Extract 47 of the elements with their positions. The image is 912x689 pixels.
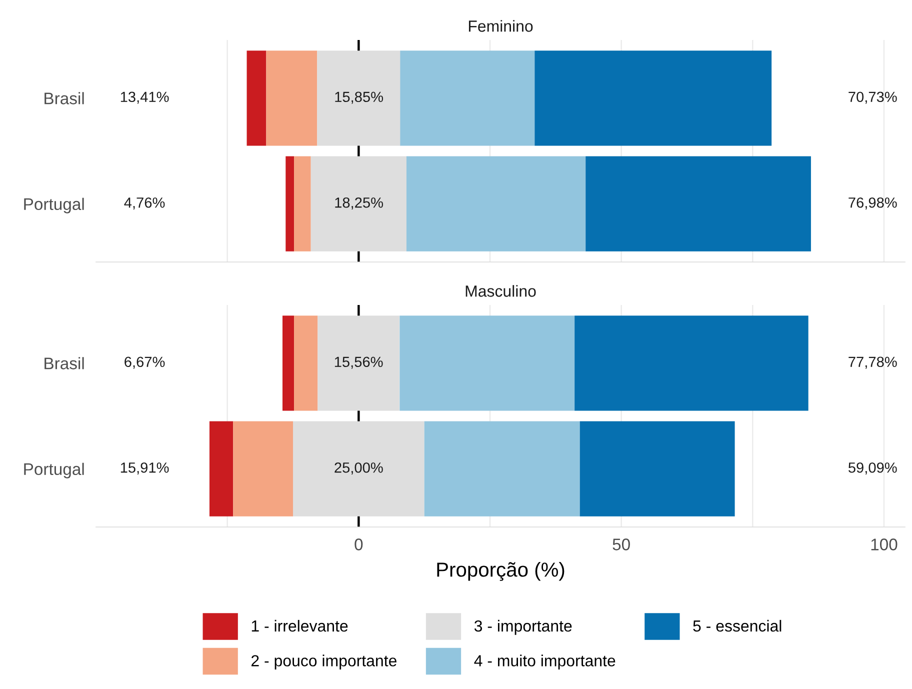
data-label: 15,56% (334, 356, 383, 369)
annotation: 76,98% (848, 197, 897, 210)
bar (294, 316, 318, 411)
annotation: 59,09% (848, 462, 897, 474)
bar (318, 316, 400, 411)
y-tick-label: Brasil (44, 357, 84, 370)
bar (400, 50, 535, 146)
bar (406, 156, 586, 252)
bar (246, 50, 266, 146)
bar (233, 421, 293, 516)
annotation: 6,67% (124, 356, 165, 369)
bar (292, 421, 424, 516)
x-tick-label: 50 (612, 538, 630, 550)
x-tick-label: 0 (354, 538, 363, 550)
legend-label: 5 - essencial (693, 620, 782, 632)
x-tick-label: 100 (871, 538, 898, 550)
bar (310, 156, 407, 252)
chart-title: Feminino (468, 20, 533, 32)
legend-label: 2 - pouco importante (251, 654, 396, 670)
legend-label: 3 - importante (474, 620, 572, 635)
bar (294, 156, 311, 252)
data-label: 18,25% (335, 197, 384, 210)
bar (286, 156, 294, 252)
y-tick-label: Portugal (24, 198, 84, 214)
legend-label: 1 - irrelevante (252, 620, 348, 632)
bar (574, 316, 808, 411)
annotation: 70,73% (848, 92, 897, 104)
bar (580, 421, 735, 516)
bar (317, 50, 400, 146)
annotation: 77,78% (848, 356, 897, 369)
annotation: 13,41% (120, 92, 169, 104)
y-tick-label: Brasil (44, 92, 84, 104)
x-axis-title: Proporção (%) (437, 562, 564, 581)
bar (400, 316, 575, 411)
bar (266, 50, 318, 146)
bar (424, 421, 580, 516)
data-label: 15,85% (335, 92, 384, 104)
bar (586, 156, 811, 252)
annotation: 15,91% (120, 462, 169, 474)
y-tick-label: Portugal (24, 462, 84, 478)
data-label: 25,00% (334, 462, 383, 474)
bar (282, 316, 294, 411)
annotation: 4,76% (124, 197, 165, 210)
legend-label: 4 - muito importante (474, 654, 616, 670)
bar (534, 50, 772, 146)
chart-title: Masculino (466, 285, 536, 297)
bar (209, 421, 234, 516)
